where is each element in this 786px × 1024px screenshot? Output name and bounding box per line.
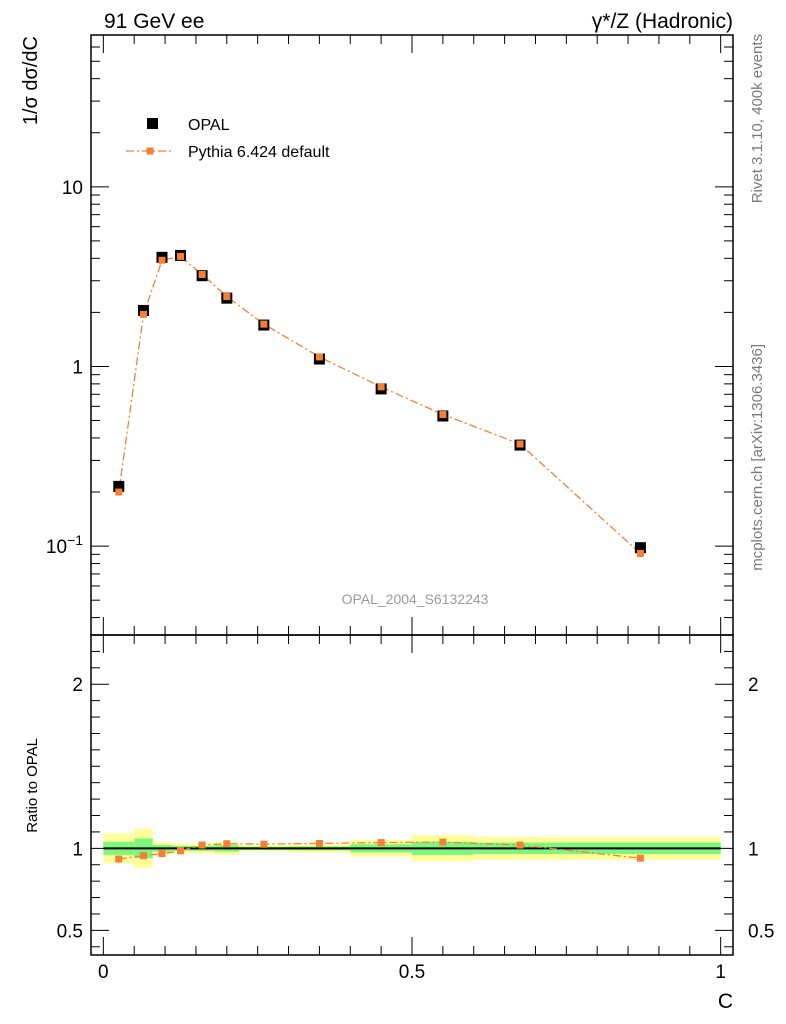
ratio-plot-frame: [90, 634, 734, 956]
ratio-y-tick-label-1: 1: [72, 839, 83, 860]
ratio-ylabel: Ratio to OPAL: [24, 738, 41, 833]
mc-ratio-point: [158, 850, 166, 858]
main-y-tick-labels: 10 1 10−1: [46, 178, 83, 558]
ratio-axis-ticks: [91, 635, 733, 955]
ratio-y-tick-label-2: 2: [72, 675, 83, 696]
mc-point: [177, 252, 185, 260]
header-right-label: γ*/Z (Hadronic): [592, 10, 733, 33]
mc-ratio-point: [223, 840, 231, 848]
ratio-y-tick-label-right-2: 2: [748, 675, 759, 696]
mc-ratio-point: [139, 852, 147, 860]
mc-series-ratio: [115, 838, 644, 863]
opal-point: [137, 304, 149, 316]
mc-ratio-point: [516, 841, 524, 849]
mc-point: [636, 549, 644, 557]
mc-ratio-line: [118, 841, 641, 860]
opal-point: [634, 542, 646, 554]
legend-marker-mc: [146, 147, 154, 155]
x-tick-label-0: 0: [98, 962, 109, 983]
main-y-tick-label-0.1: 10−1: [46, 532, 83, 558]
side-label-rivet: Rivet 3.1.10, 400k events: [749, 34, 766, 203]
mc-ratio-point: [177, 847, 185, 855]
mc-point: [158, 256, 166, 264]
mc-ratio-point: [260, 840, 268, 848]
mc-point: [260, 320, 268, 328]
x-tick-labels: 0 0.5 1: [98, 962, 726, 983]
ratio-y-tick-label-0.5: 0.5: [57, 921, 83, 942]
main-y-tick-label-10: 10: [62, 178, 83, 199]
mc-point: [516, 440, 524, 448]
main-ylabel: 1/σ dσ/dC: [20, 36, 42, 125]
mc-ratio-point: [377, 839, 385, 847]
ratio-y-tick-label-right-1: 1: [748, 839, 759, 860]
header-left-label: 91 GeV ee: [104, 10, 204, 33]
mc-ratio-point: [115, 855, 123, 863]
mc-ratio-point: [315, 839, 323, 847]
side-label-mcplots: mcplots.cern.ch [arXiv:1306.3436]: [749, 344, 766, 571]
mc-point: [198, 271, 206, 279]
legend: OPAL Pythia 6.424 default: [126, 117, 330, 161]
mc-point: [115, 488, 123, 496]
ratio-y-tick-labels: 2 1 0.5 2 1 0.5: [57, 675, 775, 942]
opal-series-main: [113, 249, 646, 557]
mc-point: [315, 353, 323, 361]
x-tick-label-1: 1: [715, 962, 726, 983]
mc-point: [377, 383, 385, 391]
x-axis-label: C: [718, 990, 733, 1013]
ratio-y-tick-label-right-0.5: 0.5: [748, 921, 774, 942]
mc-point: [139, 310, 147, 318]
mc-series-main: [118, 255, 641, 554]
legend-label-mc: Pythia 6.424 default: [188, 144, 330, 161]
main-y-tick-label-1: 1: [72, 357, 83, 378]
opal-point: [113, 480, 125, 492]
mc-ratio-point: [636, 854, 644, 862]
legend-label-opal: OPAL: [188, 117, 230, 134]
analysis-watermark: OPAL_2004_S6132243: [342, 591, 489, 607]
mc-point: [223, 293, 231, 301]
x-tick-label-0.5: 0.5: [399, 962, 425, 983]
legend-marker-opal: [147, 118, 158, 129]
mc-ratio-point: [439, 838, 447, 846]
mc-point: [439, 411, 447, 419]
mc-line: [118, 255, 641, 554]
mc-ratio-point: [198, 841, 206, 849]
